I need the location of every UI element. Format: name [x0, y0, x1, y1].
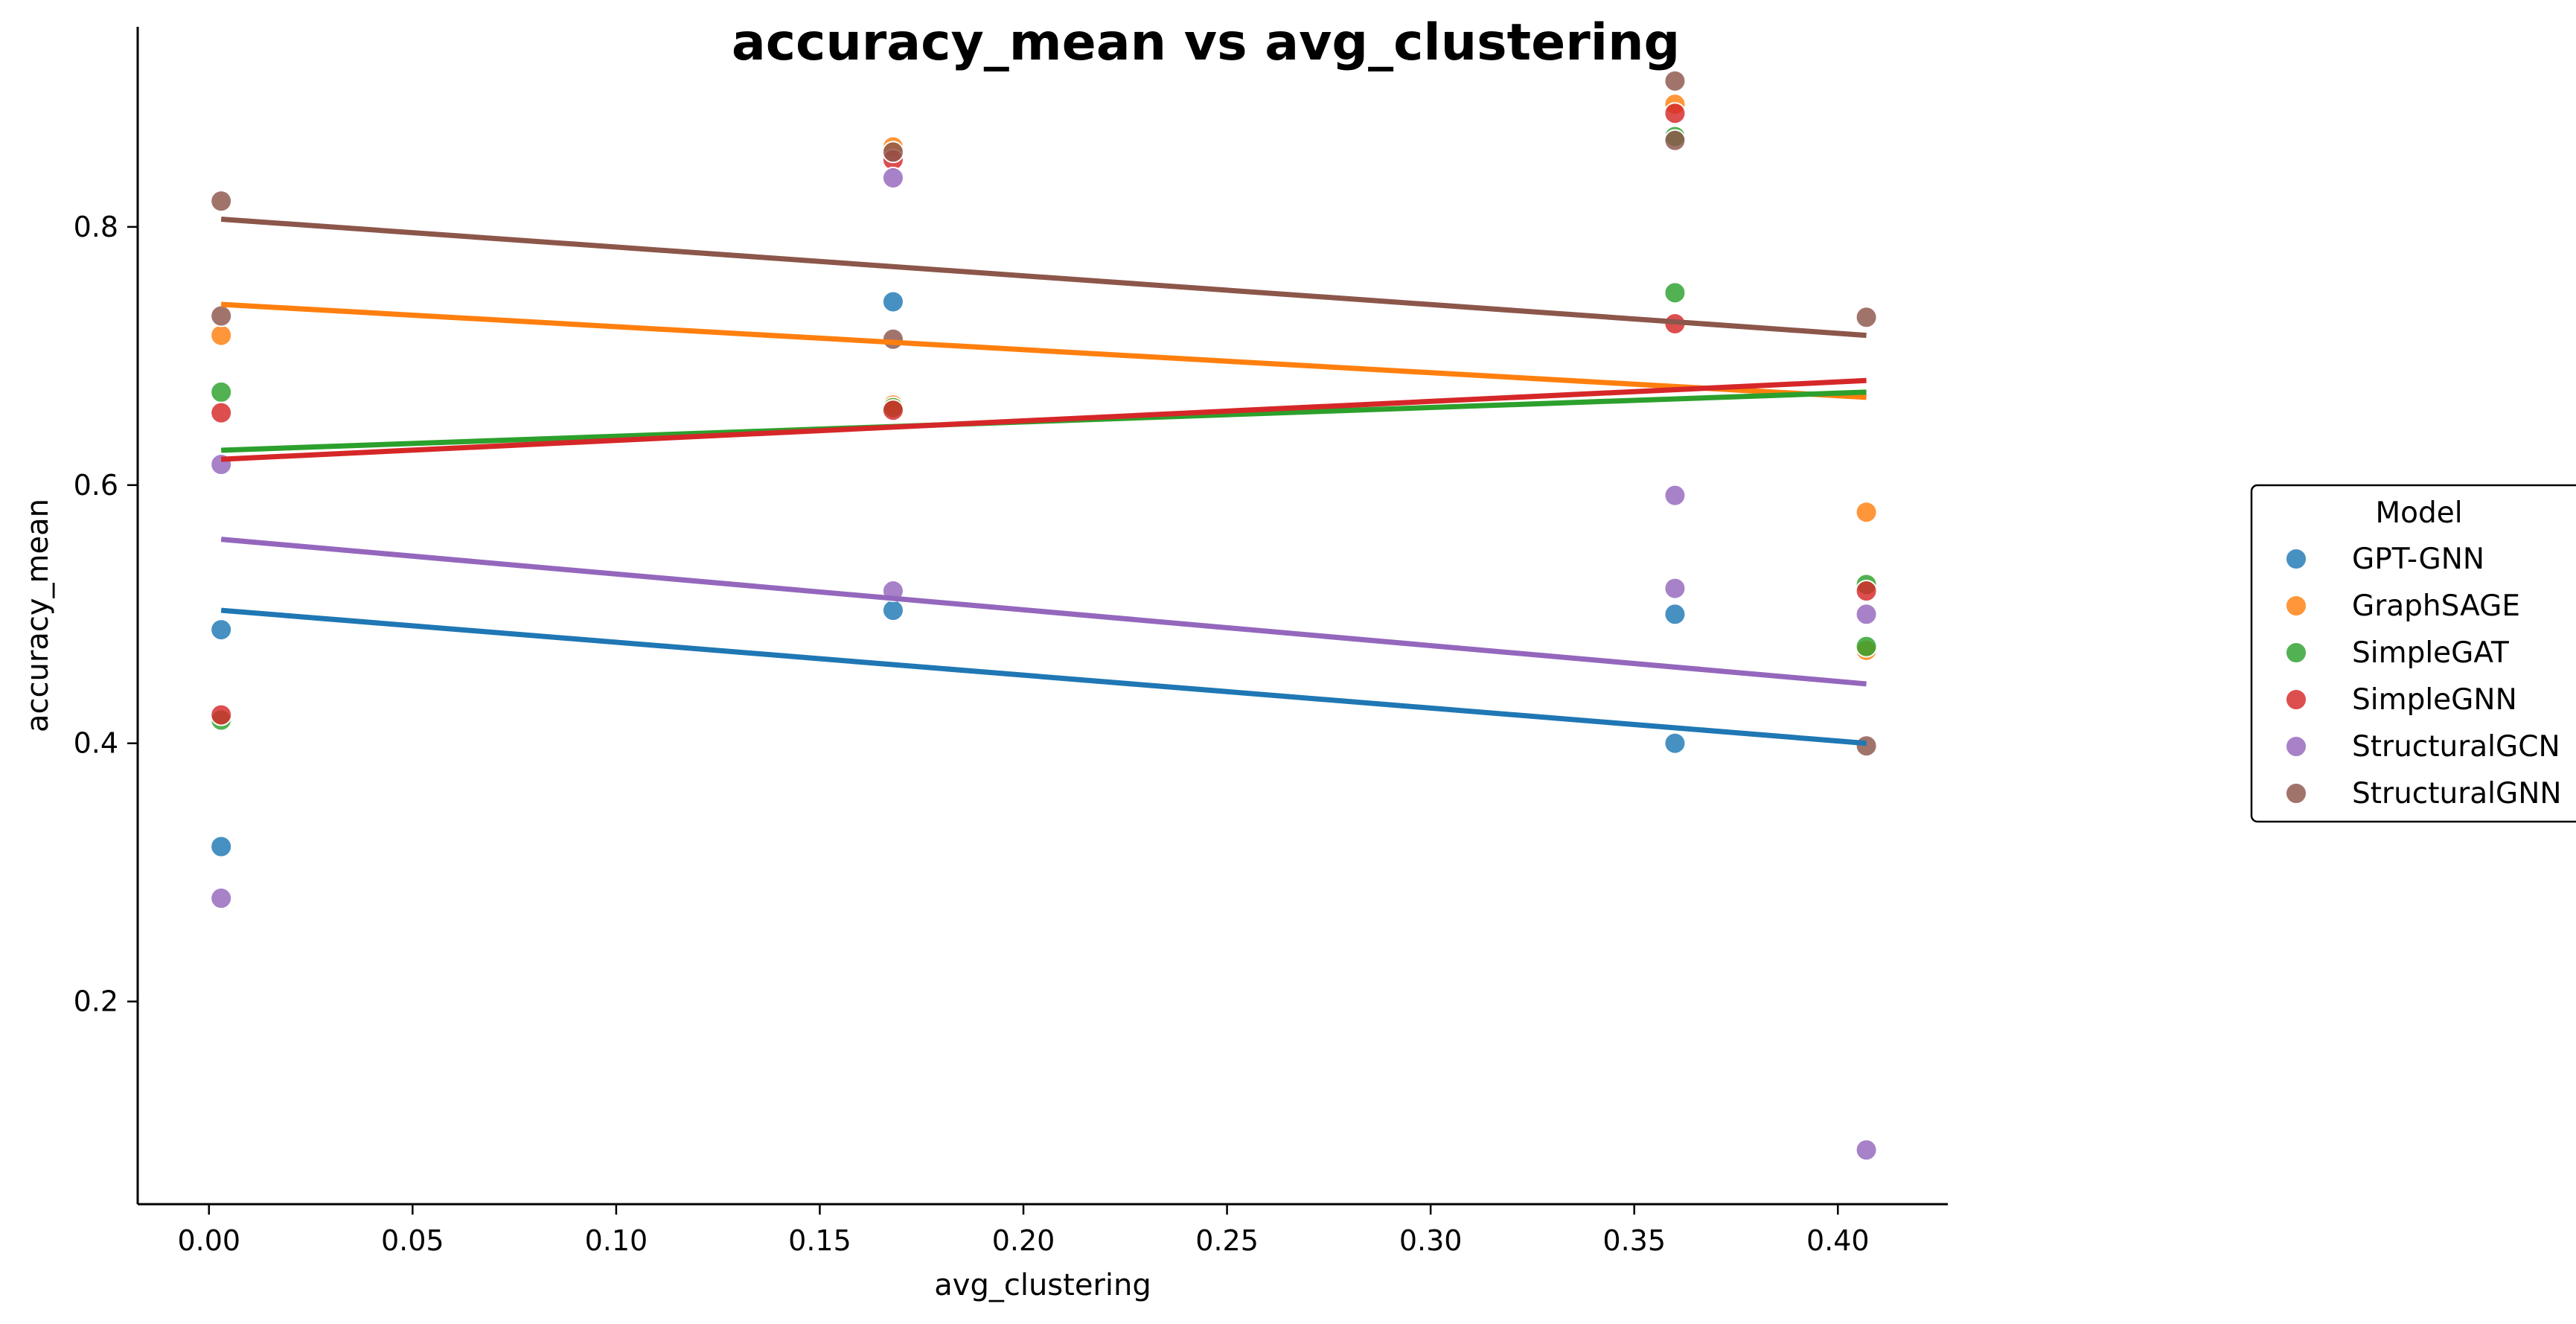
- legend-items: GPT-GNN GraphSAGE SimpleGAT SimpleGNN Struct…: [2285, 543, 2562, 810]
- legend-marker-structuralgnn: [2285, 782, 2307, 805]
- data-point-structuralgnn: [210, 190, 233, 213]
- y-tick-label: 0.8: [74, 211, 118, 243]
- data-point-structuralgnn: [1663, 69, 1687, 92]
- legend-marker-structuralgcn: [2285, 735, 2307, 758]
- x-tick-label: 0.40: [1806, 1224, 1870, 1257]
- trend-line-structuralgcn: [220, 537, 1867, 687]
- data-point-simplegnn: [210, 703, 233, 726]
- trend-line-gpt-gnn: [220, 607, 1867, 746]
- data-point-structuralgcn: [881, 166, 904, 189]
- data-point-gpt-gnn: [881, 290, 904, 313]
- data-point-gpt-gnn: [1663, 603, 1687, 626]
- x-tick-label: 0.25: [1195, 1224, 1259, 1257]
- y-tick-label: 0.6: [74, 469, 118, 502]
- legend-label-structuralgnn: StructuralGNN: [2352, 777, 2562, 810]
- trend-line-simplegnn: [220, 377, 1867, 462]
- legend-marker-gpt-gnn: [2285, 548, 2307, 570]
- legend-marker-simplegnn: [2285, 688, 2307, 711]
- trend-lines: [220, 216, 1867, 746]
- data-point-structuralgnn: [881, 141, 904, 164]
- data-point-simplegat: [1663, 281, 1687, 304]
- data-point-gpt-gnn: [210, 835, 233, 858]
- data-point-simplegnn: [881, 399, 904, 422]
- x-axis-label: avg_clustering: [934, 1268, 1151, 1302]
- legend-label-gpt-gnn: GPT-GNN: [2352, 543, 2484, 576]
- data-point-structuralgcn: [1663, 577, 1687, 600]
- y-ticks: 0.2 0.4 0.6 0.8: [74, 211, 138, 1018]
- legend: Model GPT-GNN GraphSAGE SimpleGAT SimpleGNN…: [2250, 484, 2576, 823]
- x-tick-label: 0.20: [992, 1224, 1055, 1257]
- x-tick-label: 0.35: [1602, 1224, 1666, 1257]
- data-point-structuralgcn: [210, 886, 233, 909]
- data-point-structuralgnn: [1855, 306, 1878, 329]
- data-point-simplegat: [1855, 635, 1878, 658]
- legend-label-graphsage: GraphSAGE: [2352, 589, 2520, 623]
- legend-marker-graphsage: [2285, 595, 2307, 617]
- x-tick-label: 0.30: [1399, 1224, 1463, 1257]
- y-axis-label: accuracy_mean: [21, 499, 55, 732]
- data-point-gpt-gnn: [881, 599, 904, 622]
- chart-title: accuracy_mean vs avg_clustering: [732, 13, 1680, 72]
- legend-label-structuralgcn: StructuralGCN: [2352, 730, 2560, 764]
- trend-line-structuralgnn: [220, 216, 1867, 339]
- data-point-simplegnn: [1663, 102, 1687, 125]
- data-point-graphsage: [210, 324, 233, 347]
- data-point-simplegat: [210, 380, 233, 403]
- x-tick-label: 0.05: [381, 1224, 444, 1257]
- legend-label-simplegat: SimpleGAT: [2352, 636, 2509, 670]
- axes: [136, 27, 1948, 1206]
- data-point-structuralgnn: [1663, 129, 1687, 152]
- data-point-graphsage: [1855, 501, 1878, 524]
- x-ticks: 0.00 0.05 0.10 0.15 0.20 0.25 0.30 0.35 0.40: [177, 1204, 1870, 1257]
- data-point-gpt-gnn: [1663, 732, 1687, 755]
- data-point-gpt-gnn: [210, 618, 233, 642]
- data-point-structuralgnn: [881, 327, 904, 351]
- x-tick-label: 0.00: [177, 1224, 240, 1257]
- data-point-structuralgnn: [210, 304, 233, 327]
- data-point-structuralgcn: [1855, 603, 1878, 626]
- data-point-structuralgnn: [1855, 735, 1878, 758]
- y-tick-label: 0.4: [74, 727, 118, 760]
- y-tick-label: 0.2: [74, 985, 118, 1018]
- legend-marker-simplegat: [2285, 642, 2307, 664]
- x-tick-label: 0.15: [788, 1224, 851, 1257]
- x-tick-label: 0.10: [585, 1224, 648, 1257]
- data-point-structuralgcn: [1663, 484, 1687, 507]
- data-point-simplegnn: [210, 401, 233, 424]
- legend-frame: [2250, 484, 2576, 823]
- trend-line-graphsage: [220, 301, 1867, 400]
- data-point-structuralgcn: [1855, 1139, 1878, 1162]
- data-point-simplegnn: [1855, 580, 1878, 603]
- legend-title: Model: [2375, 496, 2462, 530]
- legend-label-simplegnn: SimpleGNN: [2352, 683, 2517, 717]
